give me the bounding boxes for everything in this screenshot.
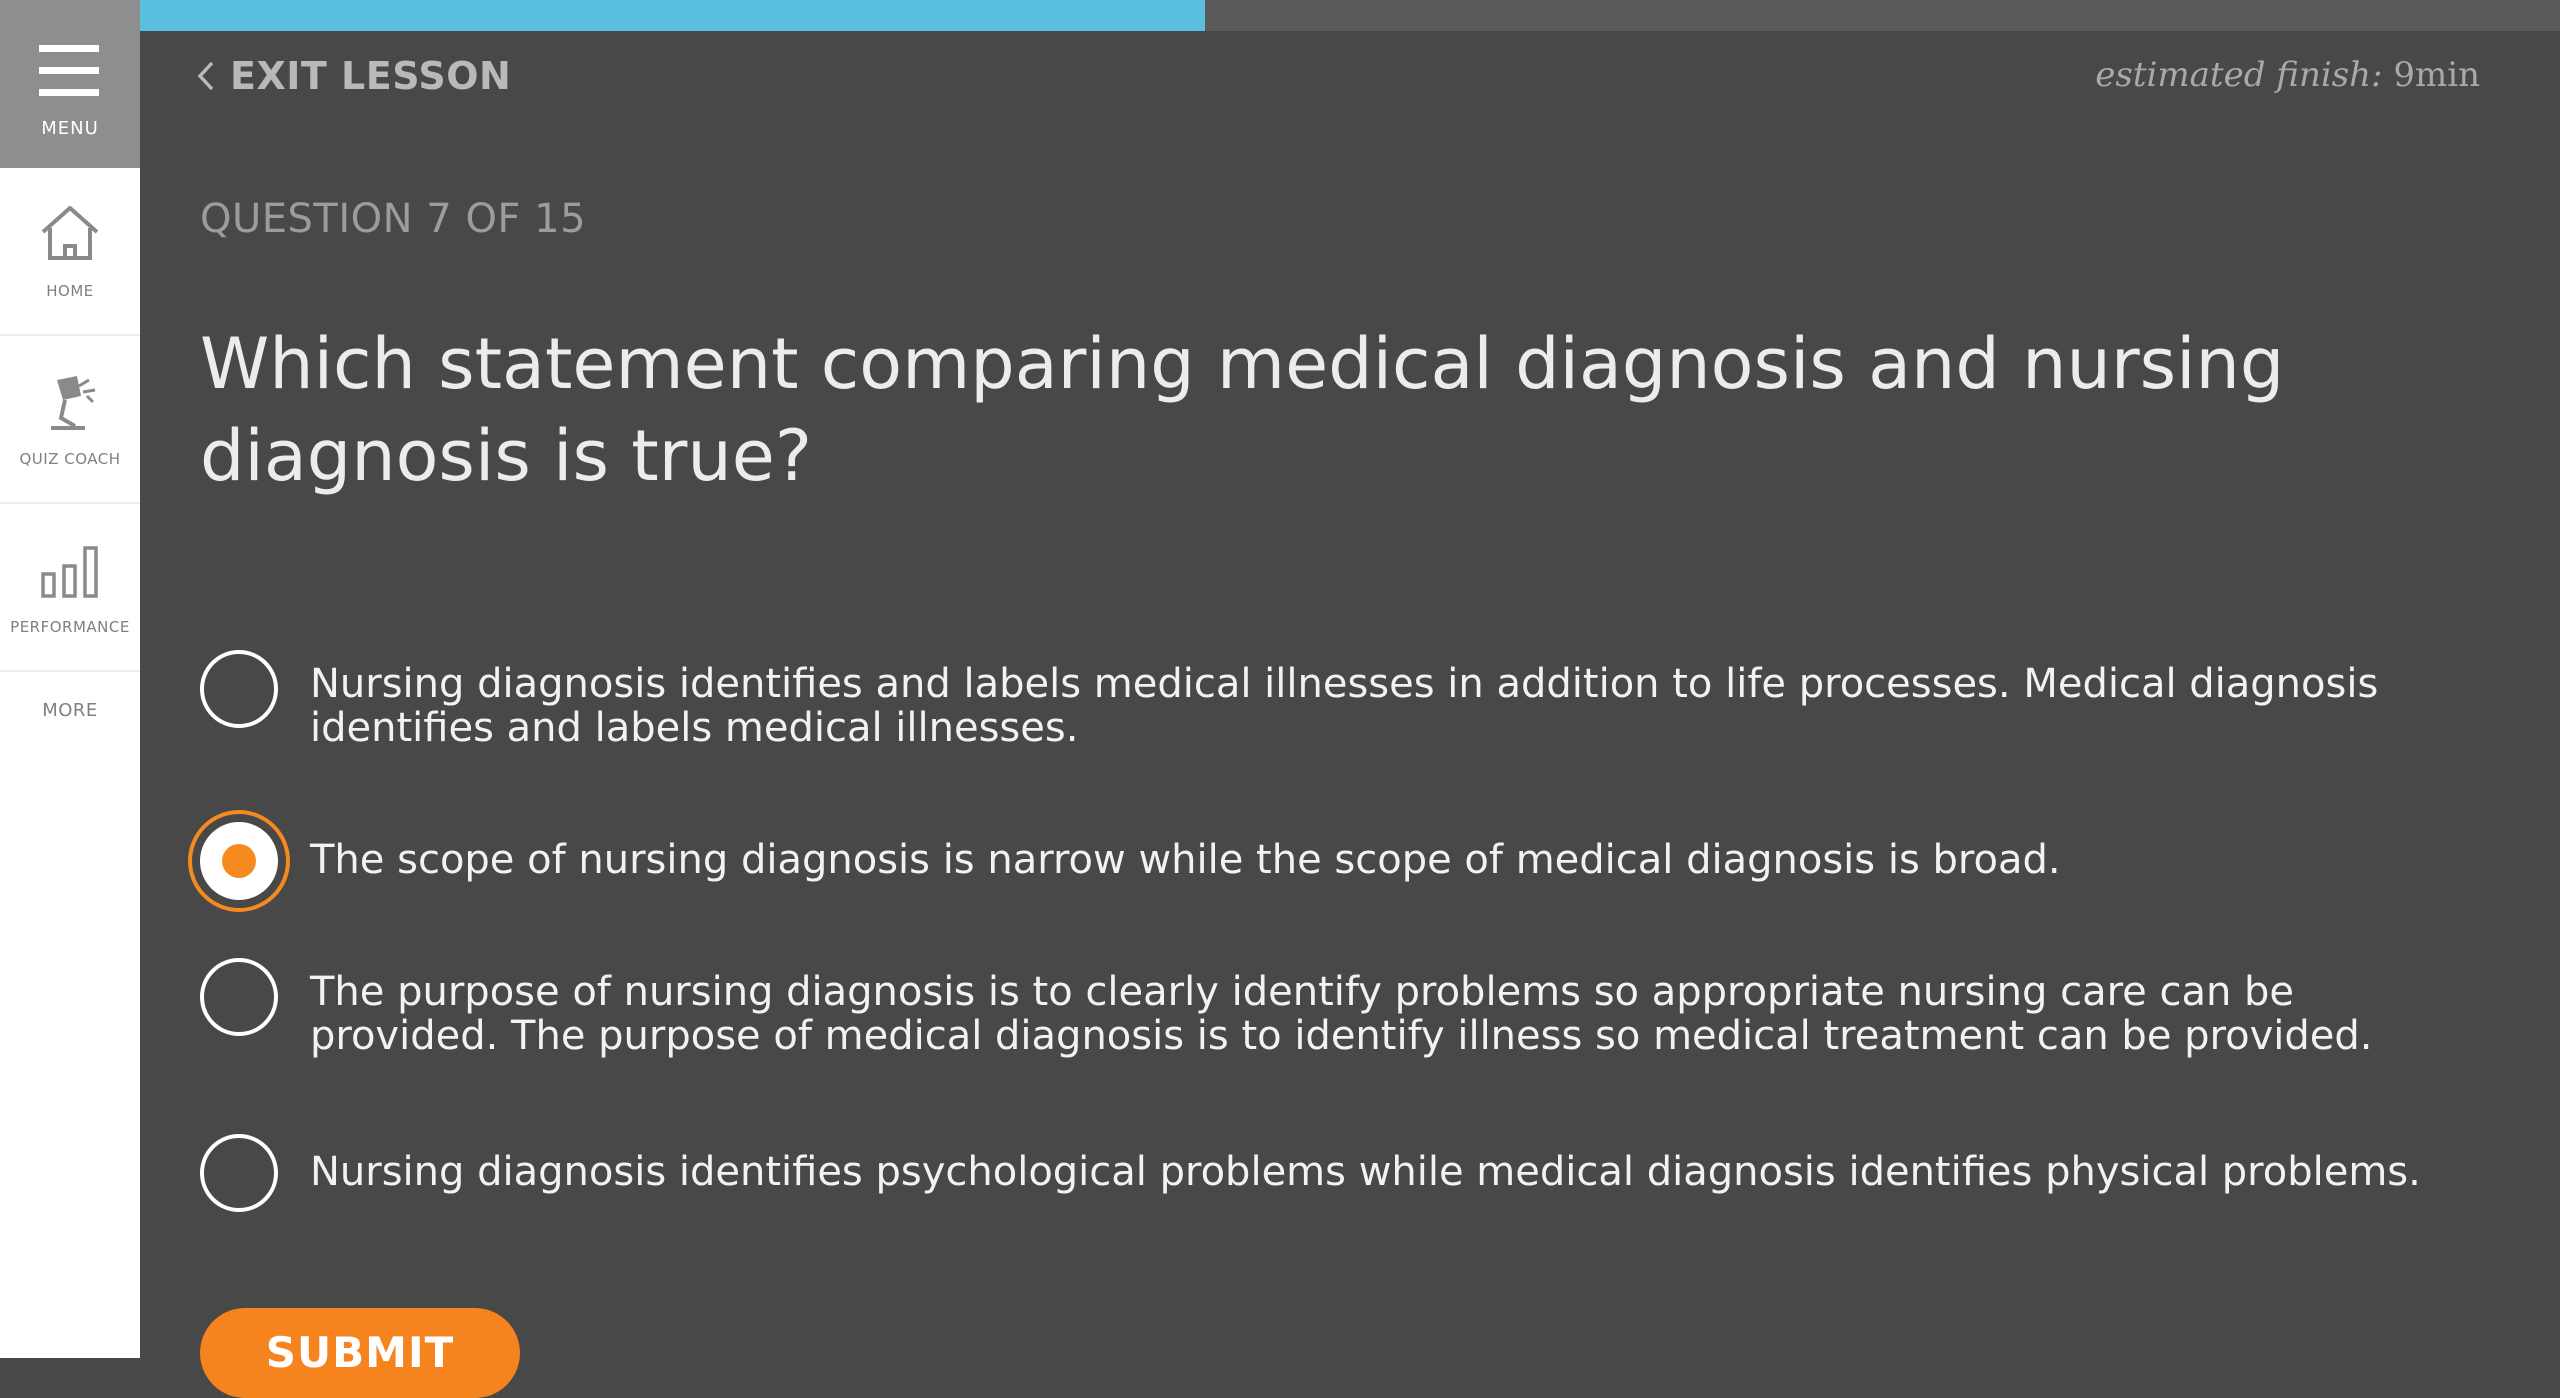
question-counter: QUESTION 7 OF 15: [200, 196, 587, 242]
radio-button-selected[interactable]: [188, 810, 290, 912]
radio-button[interactable]: [200, 958, 278, 1036]
sidebar-item-performance[interactable]: PERFORMANCE: [0, 504, 140, 672]
menu-label: MENU: [41, 118, 99, 139]
sidebar-item-home[interactable]: HOME: [0, 168, 140, 336]
lesson-progress-bar: [140, 0, 2560, 31]
sidebar-item-label: QUIZ COACH: [19, 450, 121, 468]
sidebar-item-label: PERFORMANCE: [10, 618, 130, 636]
question-text: Which statement comparing medical diagno…: [200, 323, 2285, 497]
estimated-finish-label: estimated finish:: [2095, 55, 2383, 95]
answer-option-3[interactable]: The purpose of nursing diagnosis is to c…: [200, 958, 2460, 1058]
sidebar-item-label: HOME: [46, 282, 94, 300]
exit-lesson-button[interactable]: EXIT LESSON: [196, 54, 511, 98]
radio-selected-dot: [222, 844, 256, 878]
exit-lesson-label: EXIT LESSON: [230, 54, 512, 98]
bar-chart-icon: [41, 546, 98, 598]
submit-button[interactable]: SUBMIT: [200, 1308, 520, 1398]
answer-option-2[interactable]: The scope of nursing diagnosis is narrow…: [188, 810, 2460, 912]
sidebar-item-quiz-coach[interactable]: QUIZ COACH: [0, 336, 140, 504]
answer-option-text: The purpose of nursing diagnosis is to c…: [310, 969, 2373, 1059]
home-icon: [41, 206, 99, 260]
desk-lamp-icon: [51, 376, 96, 430]
answer-option-4[interactable]: Nursing diagnosis identifies psychologic…: [200, 1134, 2460, 1214]
sidebar-more[interactable]: MORE: [42, 700, 98, 721]
lesson-progress-fill: [140, 0, 1205, 31]
estimated-finish: estimated finish: 9min: [2095, 55, 2480, 95]
estimated-finish-value: 9min: [2393, 55, 2480, 95]
hamburger-icon: [39, 45, 99, 97]
answer-option-text: Nursing diagnosis identifies psychologic…: [310, 1149, 2421, 1195]
menu-button[interactable]: MENU: [0, 0, 140, 168]
answer-option-text: Nursing diagnosis identifies and labels …: [310, 661, 2379, 751]
answer-option-1[interactable]: Nursing diagnosis identifies and labels …: [200, 650, 2460, 750]
radio-button[interactable]: [200, 1134, 278, 1212]
chevron-left-icon: [197, 61, 214, 91]
radio-button[interactable]: [200, 650, 278, 728]
answer-option-text: The scope of nursing diagnosis is narrow…: [310, 837, 2061, 883]
sidebar: MENU HOME QUIZ COACH PERFORMANCE MORE: [0, 0, 140, 1358]
